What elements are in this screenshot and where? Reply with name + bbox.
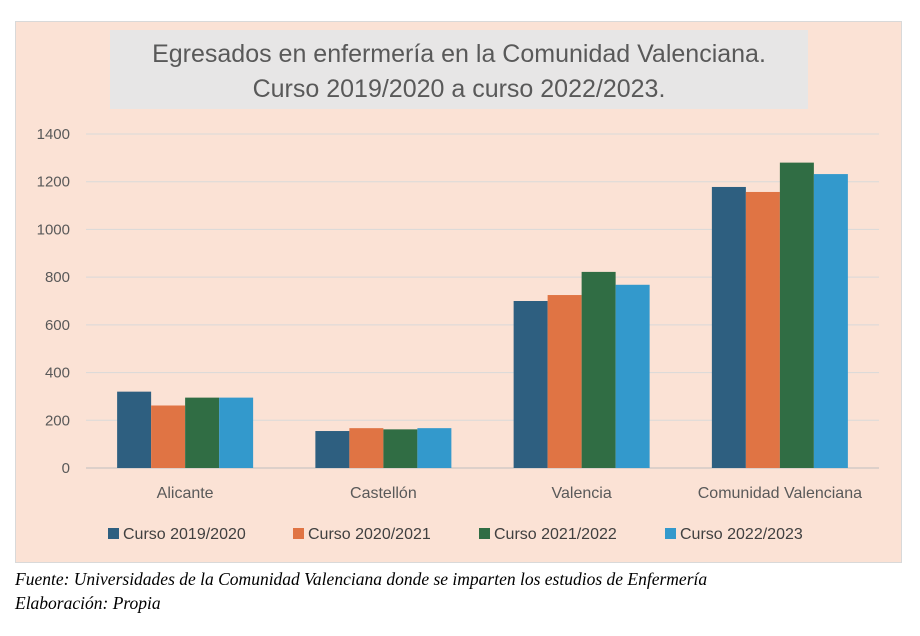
x-category-label: Comunidad Valenciana	[698, 485, 862, 502]
legend-swatch	[479, 528, 490, 539]
bar	[513, 301, 548, 468]
y-tick-label: 0	[62, 460, 70, 477]
bars	[117, 162, 848, 469]
legend: Curso 2019/2020 Curso 2020/2021 Curso 2021…	[108, 526, 803, 543]
legend-label: Curso 2021/2022	[494, 526, 617, 543]
x-category-label: Castellón	[350, 485, 417, 502]
bar	[151, 405, 186, 468]
bar	[219, 397, 254, 468]
legend-swatch	[293, 528, 304, 539]
x-category-label: Alicante	[157, 485, 214, 502]
bar	[383, 429, 418, 468]
chart-title-line-1: Egresados en enfermería en la Comunidad …	[152, 40, 766, 68]
legend-swatch	[665, 528, 676, 539]
y-tick-label: 200	[45, 412, 70, 429]
x-category-label: Valencia	[552, 485, 612, 502]
y-axis-ticks: 0 200 400 600 800 1000 1200 1400	[37, 126, 70, 477]
bar	[711, 186, 746, 468]
legend-label: Curso 2022/2023	[680, 526, 803, 543]
bar	[547, 295, 582, 468]
y-tick-label: 400	[45, 365, 70, 382]
y-tick-label: 1000	[37, 221, 70, 238]
y-tick-label: 1200	[37, 174, 70, 191]
y-tick-label: 800	[45, 269, 70, 286]
chart-title-box: Egresados en enfermería en la Comunidad …	[110, 30, 808, 109]
legend-swatch	[108, 528, 119, 539]
bar	[349, 428, 384, 468]
legend-label: Curso 2019/2020	[123, 526, 246, 543]
y-tick-label: 1400	[37, 126, 70, 143]
footnote-source: Fuente: Universidades de la Comunidad Va…	[15, 569, 708, 589]
bar	[779, 162, 814, 468]
chart-title-line-2: Curso 2019/2020 a curso 2022/2023.	[252, 75, 666, 103]
bar	[745, 191, 780, 469]
bar	[315, 431, 350, 468]
bar	[417, 428, 452, 468]
x-axis-categories: Alicante Castellón Valencia Comunidad Valen…	[157, 485, 862, 502]
bar	[117, 391, 152, 468]
bar	[185, 397, 220, 468]
footnote-author: Elaboración: Propia	[15, 593, 161, 613]
bar	[615, 284, 650, 468]
bar	[813, 174, 848, 468]
bar	[581, 271, 616, 468]
legend-label: Curso 2020/2021	[308, 526, 431, 543]
y-tick-label: 600	[45, 317, 70, 334]
